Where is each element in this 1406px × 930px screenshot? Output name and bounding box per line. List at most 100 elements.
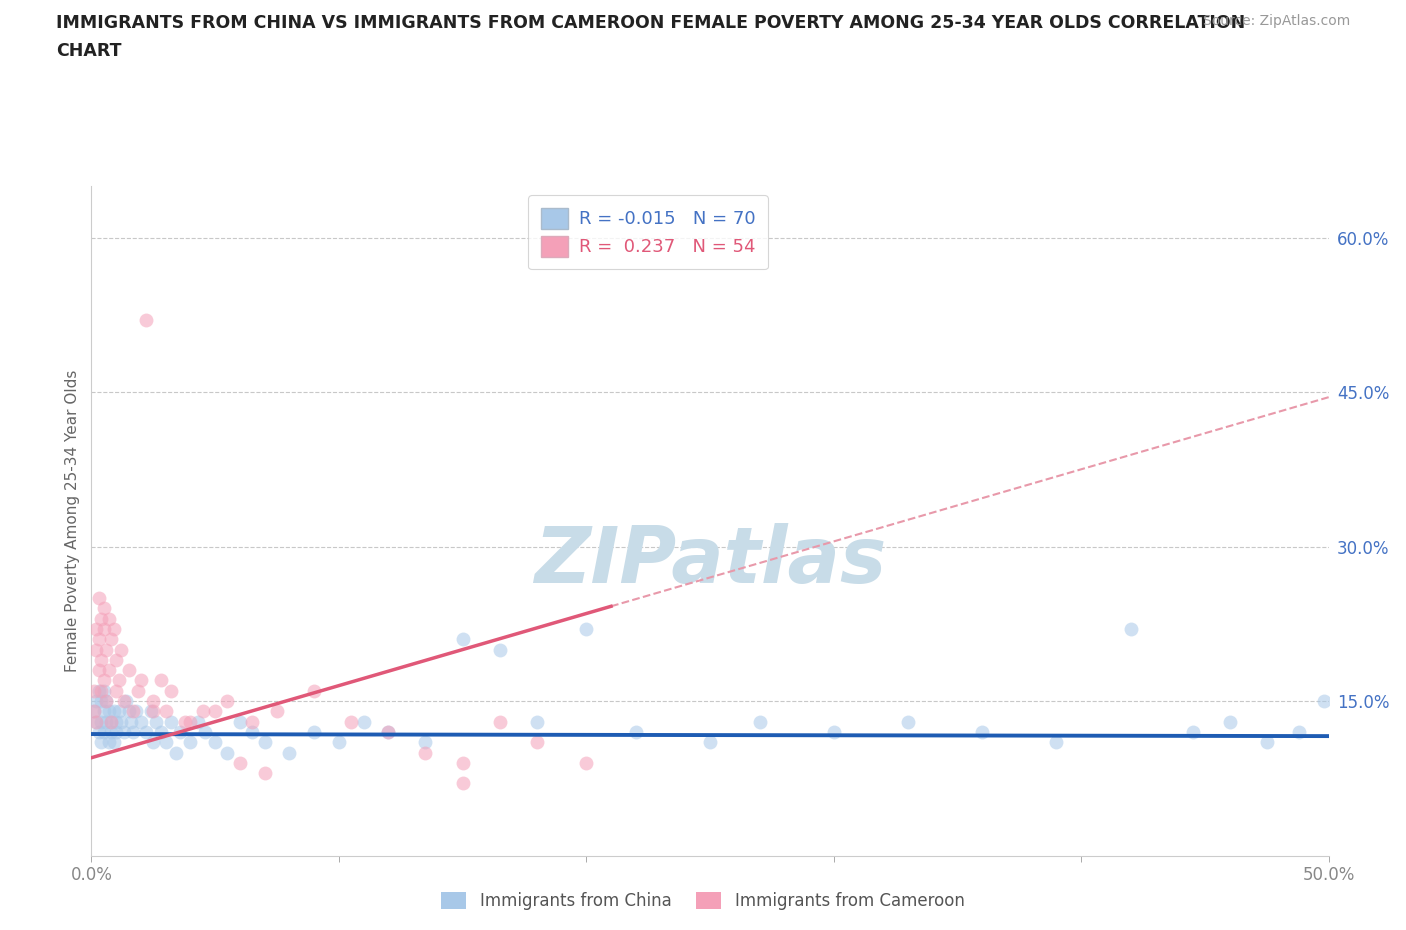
Point <box>179 714 201 729</box>
Point <box>86 694 108 709</box>
Text: ZIPatlas: ZIPatlas <box>534 523 886 599</box>
Point <box>155 704 177 719</box>
Point <box>117 663 139 678</box>
Point <box>105 653 128 668</box>
Y-axis label: Female Poverty Among 25-34 Year Olds: Female Poverty Among 25-34 Year Olds <box>65 369 80 672</box>
Point <box>96 694 118 709</box>
Point <box>90 611 112 626</box>
Point <box>87 631 110 646</box>
Point <box>107 704 129 719</box>
Legend: Immigrants from China, Immigrants from Cameroon: Immigrants from China, Immigrants from C… <box>434 885 972 917</box>
Point <box>415 735 437 750</box>
Point <box>135 724 157 739</box>
Point <box>353 714 375 729</box>
Point <box>142 735 165 750</box>
Point <box>169 724 191 739</box>
Point <box>103 704 125 719</box>
Point <box>90 714 112 729</box>
Point <box>229 755 252 770</box>
Point <box>100 714 122 729</box>
Point <box>897 714 920 729</box>
Point <box>217 745 239 760</box>
Point <box>97 663 120 678</box>
Point <box>302 724 325 739</box>
Point <box>1256 735 1278 750</box>
Point <box>83 704 105 719</box>
Point <box>97 611 120 626</box>
Point <box>100 724 122 739</box>
Point <box>1288 724 1310 739</box>
Point <box>87 684 110 698</box>
Point <box>115 694 138 709</box>
Point <box>1312 694 1334 709</box>
Point <box>86 714 108 729</box>
Point <box>1219 714 1241 729</box>
Point <box>142 694 165 709</box>
Point <box>240 714 263 729</box>
Point <box>110 642 132 657</box>
Point <box>96 714 118 729</box>
Point <box>86 642 108 657</box>
Point <box>229 714 252 729</box>
Point <box>142 704 165 719</box>
Point <box>217 694 239 709</box>
Point <box>87 591 110 605</box>
Point <box>103 735 125 750</box>
Point <box>748 714 770 729</box>
Point <box>83 684 105 698</box>
Point <box>253 765 276 780</box>
Point <box>415 745 437 760</box>
Point <box>129 714 152 729</box>
Point <box>129 673 152 688</box>
Point <box>624 724 647 739</box>
Point <box>93 704 115 719</box>
Point <box>194 724 217 739</box>
Point <box>526 714 548 729</box>
Point <box>93 684 115 698</box>
Point <box>377 724 399 739</box>
Point <box>110 714 132 729</box>
Point <box>451 755 474 770</box>
Point <box>488 642 510 657</box>
Point <box>240 724 263 739</box>
Point <box>87 724 110 739</box>
Point <box>90 735 112 750</box>
Point <box>120 714 142 729</box>
Point <box>575 755 598 770</box>
Point <box>526 735 548 750</box>
Point <box>278 745 301 760</box>
Point <box>90 694 112 709</box>
Point <box>145 714 167 729</box>
Point <box>87 663 110 678</box>
Point <box>204 735 226 750</box>
Point <box>112 694 135 709</box>
Text: CHART: CHART <box>56 42 122 60</box>
Point <box>96 694 118 709</box>
Point <box>155 735 177 750</box>
Point <box>103 621 125 636</box>
Point <box>451 631 474 646</box>
Point <box>86 714 108 729</box>
Point <box>266 704 288 719</box>
Text: Source: ZipAtlas.com: Source: ZipAtlas.com <box>1202 14 1350 28</box>
Point <box>112 724 135 739</box>
Point <box>93 621 115 636</box>
Legend: R = -0.015   N = 70, R =  0.237   N = 54: R = -0.015 N = 70, R = 0.237 N = 54 <box>529 195 768 270</box>
Point <box>97 735 120 750</box>
Point <box>93 601 115 616</box>
Point <box>125 704 148 719</box>
Point <box>105 724 128 739</box>
Point <box>105 714 128 729</box>
Point <box>139 704 162 719</box>
Point <box>90 653 112 668</box>
Point <box>488 714 510 729</box>
Point <box>90 684 112 698</box>
Point <box>575 621 598 636</box>
Point <box>165 745 187 760</box>
Point <box>972 724 994 739</box>
Point <box>122 704 145 719</box>
Point <box>86 621 108 636</box>
Point <box>699 735 721 750</box>
Point <box>451 776 474 790</box>
Point <box>187 714 209 729</box>
